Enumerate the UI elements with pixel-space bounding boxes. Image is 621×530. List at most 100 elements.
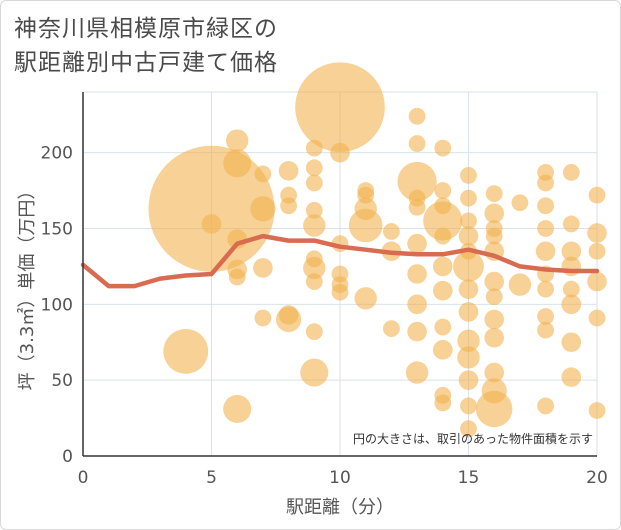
x-tick-label: 15 bbox=[458, 468, 480, 488]
data-bubble bbox=[354, 287, 377, 310]
data-bubble bbox=[460, 212, 477, 230]
data-bubble bbox=[254, 165, 272, 183]
data-bubble bbox=[588, 242, 606, 260]
data-bubble bbox=[407, 321, 427, 342]
data-bubble bbox=[561, 367, 582, 387]
data-bubble bbox=[201, 214, 222, 234]
data-bubble bbox=[537, 321, 554, 339]
size-note: 円の大きさは、取引のあった物件面積を示す bbox=[353, 431, 593, 446]
data-bubble bbox=[460, 397, 477, 415]
chart-title-line1: 神奈川県相模原市緑区の bbox=[14, 16, 278, 42]
data-bubble bbox=[305, 139, 323, 157]
x-tick-label: 10 bbox=[329, 468, 351, 488]
data-bubble bbox=[250, 196, 276, 222]
data-bubble bbox=[434, 139, 452, 157]
x-tick-label: 0 bbox=[78, 468, 89, 488]
data-bubble bbox=[383, 320, 400, 337]
bubble-series bbox=[148, 62, 607, 438]
data-bubble bbox=[408, 189, 426, 207]
tick-labels: 0 50 100 150 200 0 5 10 15 20 bbox=[41, 144, 608, 488]
data-bubble bbox=[348, 208, 383, 243]
data-bubble bbox=[223, 149, 252, 178]
data-bubble bbox=[537, 280, 554, 298]
data-bubble bbox=[453, 251, 484, 282]
x-tick-label: 20 bbox=[586, 468, 608, 488]
data-bubble bbox=[458, 279, 479, 299]
data-bubble bbox=[460, 420, 477, 438]
data-bubble bbox=[254, 309, 272, 327]
data-bubble bbox=[537, 397, 554, 415]
data-bubble bbox=[561, 332, 582, 353]
data-bubble bbox=[458, 226, 479, 246]
data-bubble bbox=[484, 362, 505, 383]
y-axis-label: 坪（3.3㎡）単価（万円） bbox=[16, 182, 38, 391]
chart-title-line2: 駅距離別中古戸建て価格 bbox=[14, 50, 278, 76]
data-bubble bbox=[476, 390, 513, 428]
data-bubble bbox=[484, 327, 505, 348]
data-bubble bbox=[485, 220, 503, 237]
data-bubble bbox=[460, 189, 477, 207]
data-bubble bbox=[458, 370, 479, 390]
chart-title: 神奈川県相模原市緑区の 駅距離別中古戸建て価格 bbox=[14, 12, 278, 80]
data-bubble bbox=[357, 182, 375, 199]
data-bubble bbox=[163, 328, 209, 374]
data-bubble bbox=[228, 268, 246, 286]
data-bubble bbox=[511, 194, 529, 212]
data-bubble bbox=[253, 258, 273, 278]
data-bubble bbox=[457, 346, 480, 369]
data-bubble bbox=[484, 203, 505, 224]
data-bubble bbox=[305, 250, 323, 268]
data-bubble bbox=[407, 264, 427, 284]
data-bubble bbox=[508, 273, 532, 296]
data-bubble bbox=[433, 280, 453, 301]
data-bubble bbox=[537, 197, 554, 215]
data-bubble bbox=[460, 167, 477, 184]
data-bubble bbox=[407, 233, 427, 254]
data-bubble bbox=[562, 280, 580, 298]
data-bubble bbox=[588, 186, 606, 204]
data-bubble bbox=[407, 294, 427, 315]
data-bubble bbox=[383, 223, 400, 240]
data-bubble bbox=[423, 201, 463, 241]
data-bubble bbox=[433, 256, 453, 277]
data-bubble bbox=[305, 201, 323, 219]
data-bubble bbox=[331, 265, 349, 283]
data-bubble bbox=[434, 182, 452, 199]
data-bubble bbox=[587, 271, 607, 292]
data-bubble bbox=[300, 358, 329, 387]
data-bubble bbox=[587, 223, 607, 243]
data-bubble bbox=[537, 220, 554, 237]
data-bubble bbox=[434, 197, 452, 215]
data-bubble bbox=[295, 62, 385, 152]
y-tick-label: 150 bbox=[41, 220, 73, 240]
data-bubble bbox=[433, 340, 453, 360]
data-bubble bbox=[226, 129, 249, 152]
data-bubble bbox=[305, 174, 323, 192]
data-bubble bbox=[305, 273, 323, 290]
data-bubble bbox=[485, 288, 503, 306]
data-bubble bbox=[562, 215, 580, 233]
data-bubble bbox=[434, 318, 452, 336]
y-tick-label: 200 bbox=[41, 144, 73, 164]
data-bubble bbox=[408, 107, 426, 125]
data-bubble bbox=[405, 361, 429, 384]
trend-line bbox=[80, 233, 600, 289]
data-bubble bbox=[305, 323, 323, 341]
data-bubble bbox=[481, 378, 507, 404]
data-bubble bbox=[537, 308, 554, 325]
axes bbox=[82, 92, 597, 457]
data-bubble bbox=[458, 302, 479, 322]
data-bubble bbox=[457, 329, 480, 352]
y-tick-label: 100 bbox=[41, 295, 73, 315]
data-bubble bbox=[354, 197, 377, 220]
x-axis-label: 駅距離（分） bbox=[286, 497, 394, 518]
data-bubble bbox=[434, 386, 452, 404]
data-bubble bbox=[535, 241, 556, 262]
y-tick-label: 0 bbox=[62, 447, 73, 467]
data-bubble bbox=[588, 309, 606, 327]
data-bubble bbox=[588, 402, 606, 419]
trend-series bbox=[80, 233, 600, 289]
data-bubble bbox=[561, 294, 582, 315]
data-bubble bbox=[223, 394, 252, 423]
